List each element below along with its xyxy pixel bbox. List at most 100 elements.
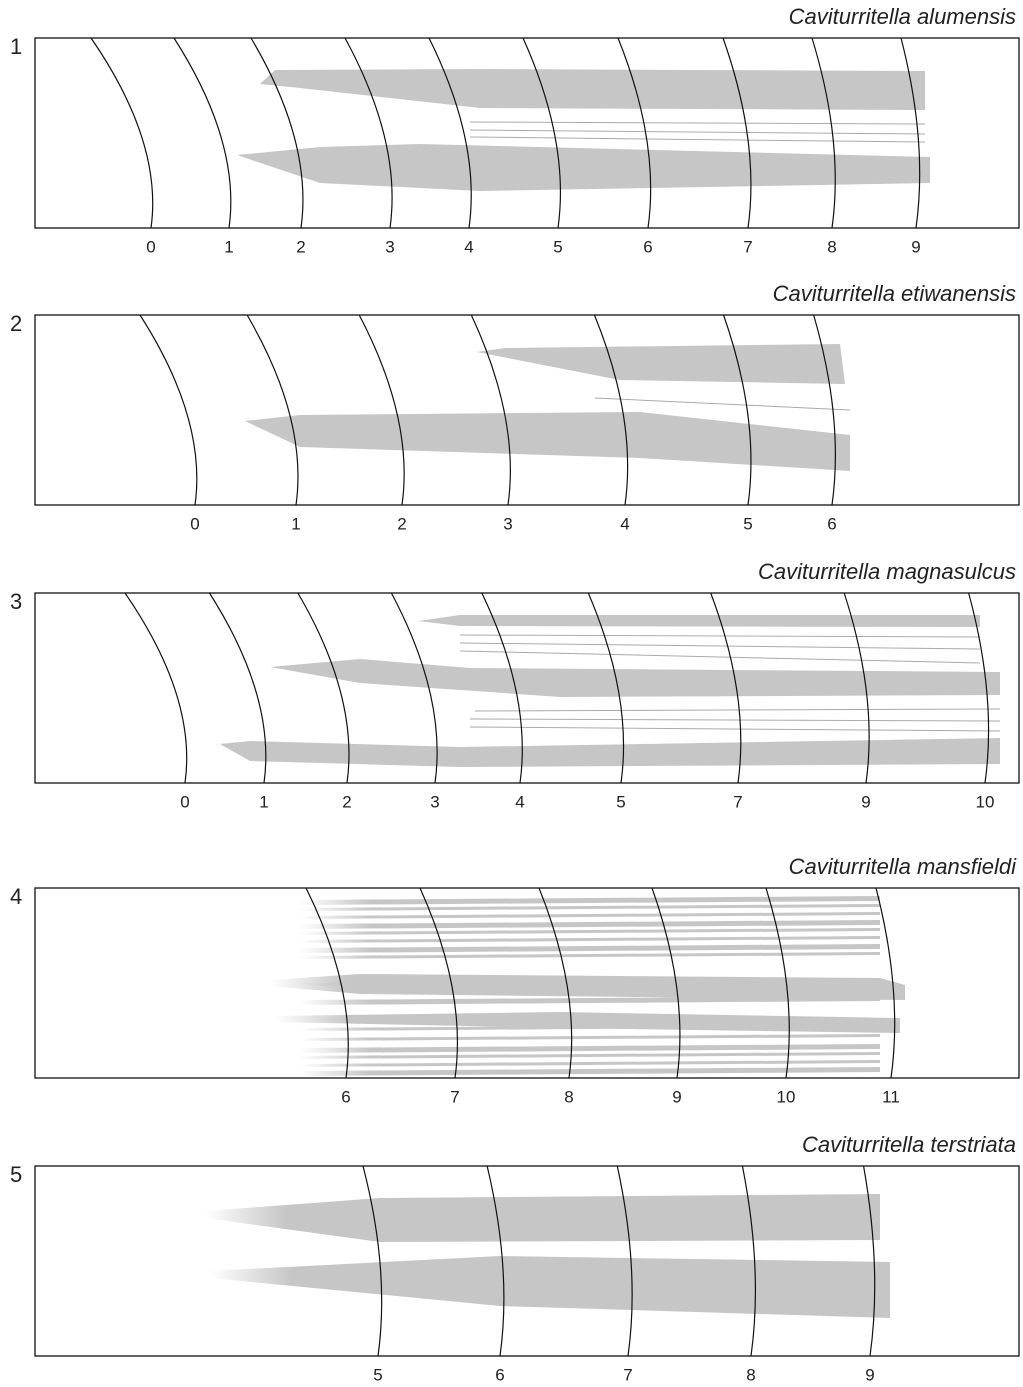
whorl-label: 4	[515, 792, 524, 811]
whorl-label: 7	[733, 792, 742, 811]
whorl-label: 5	[616, 792, 625, 811]
panel-title: Caviturritella magnasulcus	[758, 559, 1016, 584]
growth-line	[724, 315, 751, 505]
whorl-label: 7	[743, 237, 752, 256]
shell-band	[210, 1256, 890, 1318]
whorl-label: 0	[190, 514, 199, 533]
panel-title: Caviturritella mansfieldi	[789, 854, 1018, 879]
spiral-thread	[595, 398, 850, 410]
page: 1 Caviturritella alumensis 0 1 2 3 4 5 6 7 8 9 2 Cavi…	[0, 0, 1023, 1382]
shell-band	[245, 412, 850, 471]
spiral-thread	[460, 643, 980, 649]
panel-number: 4	[10, 884, 22, 909]
shell-band	[220, 738, 1000, 767]
shell-band	[300, 1044, 880, 1053]
shell-band	[300, 896, 880, 905]
growth-line	[174, 38, 231, 228]
whorl-label: 6	[341, 1087, 350, 1106]
whorl-label: 4	[464, 237, 473, 256]
whorl-label: 0	[180, 792, 189, 811]
growth-line	[618, 38, 651, 228]
whorl-label: 10	[777, 1087, 796, 1106]
whorl-label: 11	[882, 1087, 900, 1106]
panel-number: 1	[10, 34, 22, 59]
growth-line	[429, 38, 471, 228]
growth-line	[345, 38, 392, 228]
growth-line	[901, 38, 920, 228]
whorl-label: 6	[643, 237, 652, 256]
shell-band	[300, 1067, 880, 1076]
shell-band	[270, 659, 1000, 697]
whorl-label: 9	[861, 792, 870, 811]
shell-band	[300, 1052, 880, 1059]
growth-line	[471, 315, 510, 505]
panel: 4 Caviturritella mansfieldi 6 7 8 9 10 11	[10, 854, 1019, 1107]
whorl-label: 7	[450, 1087, 459, 1106]
panel: 2Caviturritella etiwanensis0123456	[10, 281, 1019, 534]
whorl-label: 0	[146, 237, 155, 256]
whorl-label: 2	[397, 514, 406, 533]
shell-band	[477, 344, 845, 384]
whorl-label: 9	[865, 1365, 874, 1382]
shell-band	[300, 1034, 880, 1041]
growth-line	[594, 315, 627, 505]
spiral-thread	[460, 651, 980, 663]
growth-line	[251, 38, 303, 228]
panel-title: Caviturritella terstriata	[802, 1132, 1016, 1157]
panel-title: Caviturritella alumensis	[789, 4, 1016, 29]
shell-band	[270, 974, 905, 1000]
whorl-label: 1	[259, 792, 268, 811]
spiral-thread	[470, 137, 925, 142]
shell-band	[300, 952, 880, 959]
growth-line	[125, 593, 187, 783]
whorl-label: 2	[342, 792, 351, 811]
whorl-label: 6	[827, 514, 836, 533]
shell-band	[300, 936, 880, 943]
shell-band	[418, 615, 980, 627]
shell-band	[300, 1060, 880, 1067]
shell-band	[300, 904, 880, 911]
growth-line	[363, 1166, 382, 1356]
panel-frame	[35, 315, 1019, 505]
whorl-label: 1	[291, 514, 300, 533]
growth-line	[140, 315, 197, 505]
shell-band	[300, 912, 880, 919]
spiral-thread	[470, 130, 925, 134]
shell-band	[300, 944, 880, 953]
whorl-label: 5	[553, 237, 562, 256]
whorl-label: 9	[672, 1087, 681, 1106]
whorl-label: 10	[976, 792, 995, 811]
spiral-thread	[475, 709, 1000, 711]
panel-number: 2	[10, 311, 22, 336]
whorl-label: 3	[503, 514, 512, 533]
panel-frame	[35, 38, 1019, 228]
whorl-label: 5	[373, 1365, 382, 1382]
growth-line	[359, 315, 404, 505]
whorl-label: 9	[911, 237, 920, 256]
spiral-thread	[470, 122, 925, 124]
figure: 1 Caviturritella alumensis 0 1 2 3 4 5 6 7 8 9 2 Cavi…	[0, 0, 1023, 1382]
whorl-label: 6	[495, 1365, 504, 1382]
shell-band	[205, 1194, 880, 1242]
panel: 3 Caviturritella magnasulcus 0 1 2 3 4 5 7 9 10	[10, 559, 1019, 812]
whorl-label: 8	[746, 1365, 755, 1382]
growth-line	[523, 38, 560, 228]
shell-band	[237, 144, 930, 191]
panel-number: 3	[10, 589, 22, 614]
spiral-thread	[470, 719, 1000, 721]
growth-line	[814, 315, 836, 505]
whorl-label: 2	[296, 237, 305, 256]
whorl-label: 8	[564, 1087, 573, 1106]
growth-line	[723, 38, 751, 228]
whorl-label: 3	[430, 792, 439, 811]
spiral-thread	[460, 635, 980, 637]
whorl-label: 7	[623, 1365, 632, 1382]
whorl-label: 8	[827, 237, 836, 256]
shell-band	[300, 920, 880, 929]
shell-band	[300, 928, 880, 935]
whorl-label: 4	[620, 514, 629, 533]
growth-line	[91, 38, 153, 228]
spiral-thread	[470, 727, 1000, 731]
